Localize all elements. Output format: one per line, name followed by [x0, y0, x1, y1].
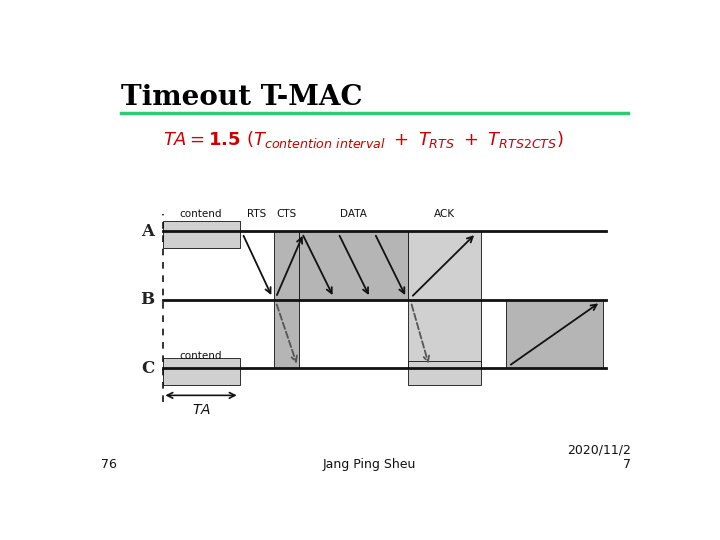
FancyArrowPatch shape — [413, 237, 473, 296]
Text: Jang Ping Sheu: Jang Ping Sheu — [323, 458, 415, 471]
Text: contend: contend — [180, 351, 222, 361]
Text: Timeout T-MAC: Timeout T-MAC — [121, 84, 362, 111]
Text: 2020/11/2
7: 2020/11/2 7 — [567, 443, 631, 471]
Text: B: B — [140, 291, 154, 308]
FancyArrowPatch shape — [510, 305, 597, 364]
Bar — [408, 361, 481, 386]
Text: $\mathit{TA} = \mathbf{1.5}\ (\mathit{T}_{\mathit{contention\ interval}}\ +\ \ma: $\mathit{TA} = \mathbf{1.5}\ (\mathit{T}… — [163, 129, 563, 150]
Text: 76: 76 — [101, 458, 117, 471]
Bar — [300, 231, 408, 300]
FancyArrowPatch shape — [276, 305, 297, 362]
Bar — [163, 221, 240, 248]
Text: A: A — [141, 222, 154, 240]
Bar — [408, 231, 481, 300]
Text: DATA: DATA — [341, 210, 367, 219]
Bar — [274, 300, 300, 368]
Text: $\mathit{TA}$: $\mathit{TA}$ — [192, 403, 210, 417]
Text: C: C — [141, 360, 154, 377]
FancyArrowPatch shape — [340, 235, 368, 293]
Text: contend: contend — [180, 210, 222, 219]
Bar — [163, 358, 240, 386]
Bar — [408, 300, 481, 368]
Text: ACK: ACK — [433, 210, 455, 219]
Text: RTS: RTS — [247, 210, 266, 219]
Bar — [274, 231, 300, 300]
Bar — [505, 300, 603, 368]
FancyArrowPatch shape — [277, 238, 302, 295]
FancyArrowPatch shape — [376, 235, 405, 293]
FancyArrowPatch shape — [303, 235, 332, 293]
FancyArrowPatch shape — [243, 236, 271, 293]
Text: CTS: CTS — [276, 210, 297, 219]
FancyArrowPatch shape — [412, 305, 429, 362]
